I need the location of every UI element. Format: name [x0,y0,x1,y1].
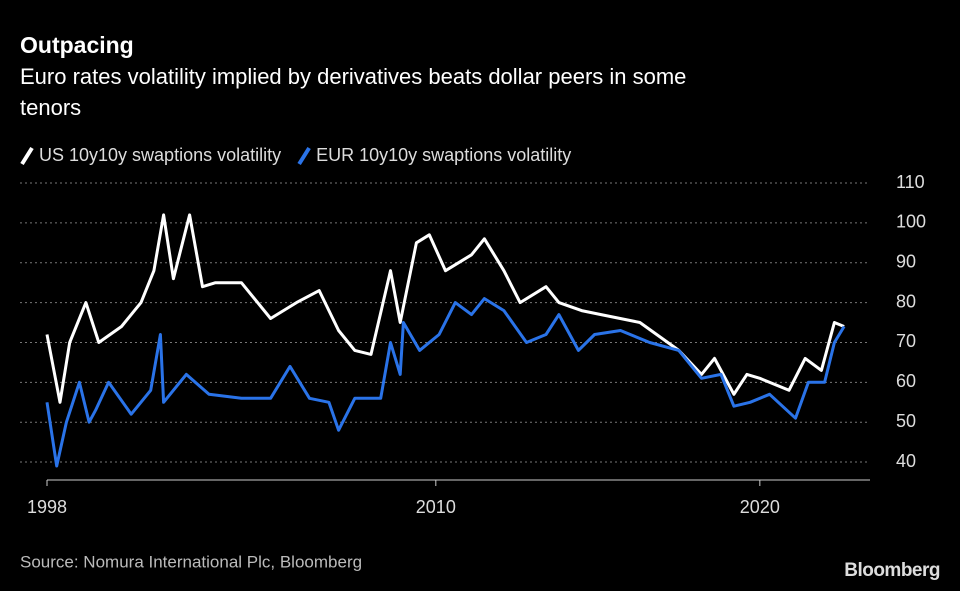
y-tick-label: 70 [896,331,916,351]
chart-subtitle: Euro rates volatility implied by derivat… [20,64,686,89]
chart-title: Outpacing [20,32,134,58]
y-tick-label: 50 [896,411,916,431]
chart-subtitle: tenors [20,95,81,120]
y-tick-label: 60 [896,371,916,391]
y-tick-label: 90 [896,251,916,271]
x-tick-label: 2020 [740,497,780,517]
legend-label: US 10y10y swaptions volatility [39,145,281,165]
source: Source: Nomura International Plc, Bloomb… [20,552,362,571]
brand: Bloomberg [844,560,940,581]
series-line [45,213,845,404]
y-tick-label: 110 [896,172,925,192]
y-tick-label: 100 [896,212,926,232]
y-tick-label: 40 [896,451,916,471]
legend-swatch [297,146,311,166]
x-tick-label: 1998 [27,497,67,517]
y-tick-label: 80 [896,291,916,311]
x-tick-label: 2010 [416,497,456,517]
series-line [45,297,846,468]
legend-label: EUR 10y10y swaptions volatility [316,145,571,165]
legend-swatch [20,146,34,166]
